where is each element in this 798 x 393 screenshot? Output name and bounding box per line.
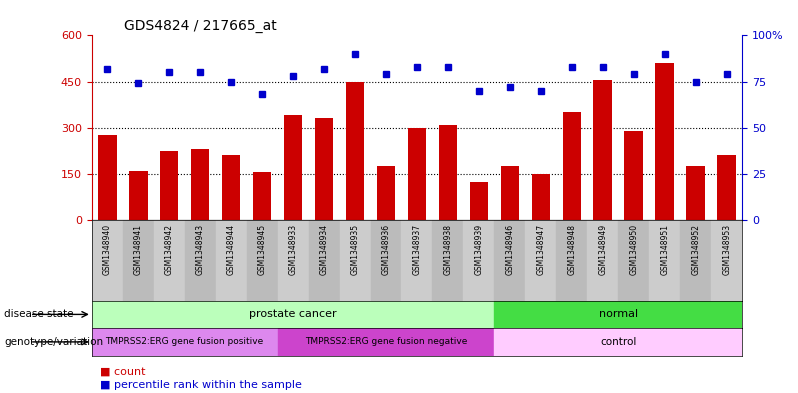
Bar [123, 220, 154, 301]
Text: GSM1348934: GSM1348934 [319, 224, 329, 275]
Text: GSM1348933: GSM1348933 [289, 224, 298, 275]
Bar [215, 220, 247, 301]
Text: GSM1348937: GSM1348937 [413, 224, 421, 275]
Bar [686, 166, 705, 220]
Bar [339, 220, 370, 301]
Bar [525, 220, 556, 301]
Bar [370, 220, 401, 301]
Bar [278, 220, 309, 301]
Text: genotype/variation: genotype/variation [4, 337, 103, 347]
Bar [556, 220, 587, 301]
Bar [401, 220, 433, 301]
Text: GDS4824 / 217665_at: GDS4824 / 217665_at [124, 19, 277, 33]
Text: GSM1348936: GSM1348936 [381, 224, 390, 275]
Text: GSM1348952: GSM1348952 [691, 224, 700, 275]
Bar [284, 116, 302, 220]
Text: prostate cancer: prostate cancer [249, 309, 337, 320]
Text: GSM1348942: GSM1348942 [164, 224, 174, 275]
Bar [495, 328, 742, 356]
Bar [129, 171, 148, 220]
Text: GSM1348951: GSM1348951 [660, 224, 670, 275]
Bar [278, 328, 495, 356]
Bar [247, 220, 278, 301]
Text: GSM1348946: GSM1348946 [505, 224, 515, 275]
Text: disease state: disease state [4, 309, 73, 320]
Bar [184, 220, 215, 301]
Text: GSM1348943: GSM1348943 [196, 224, 204, 275]
Bar [650, 220, 680, 301]
Bar [587, 220, 618, 301]
Bar [346, 82, 365, 220]
Bar [563, 112, 581, 220]
Bar [439, 125, 457, 220]
Text: GSM1348938: GSM1348938 [444, 224, 452, 275]
Bar [655, 63, 674, 220]
Bar [618, 220, 650, 301]
Text: GSM1348940: GSM1348940 [103, 224, 112, 275]
Bar [377, 166, 395, 220]
Bar [717, 156, 736, 220]
Bar [464, 220, 495, 301]
Bar [408, 128, 426, 220]
Bar [680, 220, 711, 301]
Bar [314, 119, 334, 220]
Text: ■ count: ■ count [100, 366, 145, 376]
Bar [594, 80, 612, 220]
Text: GSM1348945: GSM1348945 [258, 224, 267, 275]
Text: GSM1348948: GSM1348948 [567, 224, 576, 275]
Bar [160, 151, 179, 220]
Text: GSM1348947: GSM1348947 [536, 224, 545, 275]
Bar [98, 136, 117, 220]
Text: TMPRSS2:ERG gene fusion positive: TMPRSS2:ERG gene fusion positive [105, 338, 264, 346]
Bar [253, 173, 271, 220]
Text: GSM1348953: GSM1348953 [722, 224, 731, 275]
Text: GSM1348941: GSM1348941 [134, 224, 143, 275]
Text: GSM1348939: GSM1348939 [474, 224, 484, 275]
Bar [711, 220, 742, 301]
Bar [433, 220, 464, 301]
Bar [531, 174, 550, 220]
Text: GSM1348949: GSM1348949 [598, 224, 607, 275]
Bar [495, 301, 742, 328]
Text: normal: normal [598, 309, 638, 320]
Bar [154, 220, 184, 301]
Text: GSM1348944: GSM1348944 [227, 224, 235, 275]
Bar [309, 220, 339, 301]
Text: ■ percentile rank within the sample: ■ percentile rank within the sample [100, 380, 302, 390]
Text: GSM1348950: GSM1348950 [630, 224, 638, 275]
Bar [92, 301, 495, 328]
Bar [500, 166, 519, 220]
Text: TMPRSS2:ERG gene fusion negative: TMPRSS2:ERG gene fusion negative [305, 338, 467, 346]
Bar [92, 220, 123, 301]
Text: GSM1348935: GSM1348935 [350, 224, 360, 275]
Bar [222, 156, 240, 220]
Bar [469, 182, 488, 220]
Bar [92, 328, 278, 356]
Bar [625, 131, 643, 220]
Text: control: control [600, 337, 637, 347]
Bar [191, 149, 209, 220]
Bar [495, 220, 525, 301]
